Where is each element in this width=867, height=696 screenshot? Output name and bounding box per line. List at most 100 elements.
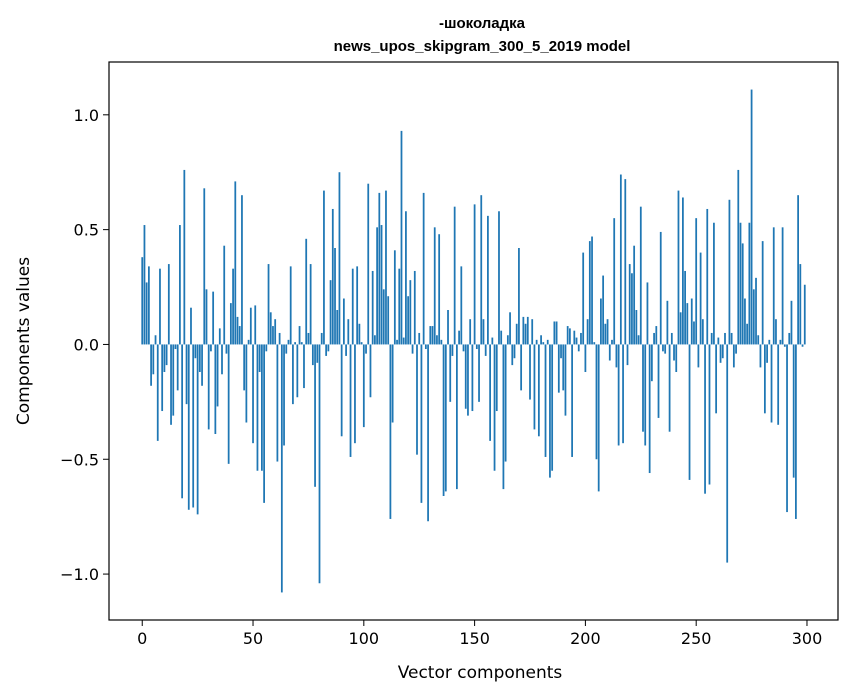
bar-217	[622, 344, 624, 444]
bar-63	[280, 344, 283, 593]
bar-57	[267, 264, 270, 345]
bar-252	[699, 252, 702, 345]
bar-257	[710, 332, 713, 345]
bar-276	[752, 289, 755, 345]
bar-212	[611, 339, 613, 345]
bar-215	[617, 344, 620, 446]
bar-247	[688, 344, 691, 480]
bar-80	[318, 344, 321, 584]
bar-245	[684, 270, 686, 345]
bar-232	[655, 326, 658, 345]
bar-20	[185, 344, 188, 405]
x-tick-label: 50	[243, 629, 263, 648]
y-tick-label: 0.5	[74, 221, 99, 240]
bar-219	[626, 344, 629, 366]
bar-279	[759, 344, 762, 368]
bar-213	[613, 218, 616, 345]
bar-108	[380, 225, 383, 345]
bar-140	[451, 344, 454, 356]
bar-182	[544, 344, 547, 457]
bar-64	[283, 344, 285, 446]
bar-231	[653, 332, 655, 345]
bar-111	[387, 296, 390, 345]
bar-159	[493, 344, 496, 471]
bar-280	[761, 241, 764, 345]
bar-41	[232, 268, 234, 345]
bar-100	[362, 344, 365, 428]
bar-13	[170, 344, 172, 425]
bar-12	[167, 264, 170, 345]
bar-60	[274, 319, 277, 345]
bar-194	[571, 344, 573, 457]
bar-35	[218, 328, 221, 345]
bar-99	[360, 342, 363, 345]
bar-214	[615, 344, 618, 368]
bar-169	[515, 323, 518, 345]
bar-188	[557, 344, 560, 393]
bar-239	[670, 332, 673, 345]
bar-2	[145, 282, 148, 345]
bar-155	[484, 344, 487, 356]
bar-243	[679, 312, 682, 345]
bar-195	[573, 330, 576, 345]
bar-266	[730, 332, 733, 345]
bar-186	[553, 321, 556, 345]
x-tick-label: 200	[570, 629, 601, 648]
bar-52	[256, 344, 259, 471]
bar-157	[489, 344, 491, 441]
bar-46	[243, 344, 246, 391]
bar-192	[566, 326, 569, 345]
bar-200	[584, 344, 587, 372]
bar-106	[376, 227, 378, 345]
bar-259	[715, 344, 718, 414]
bar-24	[194, 344, 197, 359]
bar-47	[245, 344, 248, 423]
bar-285	[772, 227, 775, 345]
bar-3	[148, 266, 150, 345]
bar-269	[737, 169, 740, 345]
bar-136	[442, 344, 445, 496]
bar-250	[695, 218, 698, 345]
x-axis-ticks: 0 50 100 150 200 250 300	[137, 620, 822, 648]
bar-124	[416, 344, 418, 455]
bar-199	[582, 252, 585, 345]
bar-90	[340, 344, 343, 437]
bar-110	[385, 190, 387, 345]
bar-197	[577, 344, 580, 352]
bar-277	[755, 277, 757, 345]
bar-45	[241, 195, 243, 345]
bar-67	[289, 266, 292, 345]
x-tick-label: 150	[459, 629, 490, 648]
bar-287	[777, 344, 780, 425]
bar-16	[176, 344, 179, 391]
bar-19	[183, 169, 186, 345]
bar-184	[549, 344, 551, 478]
bar-173	[524, 323, 527, 345]
bar-274	[748, 222, 751, 345]
bar-177	[533, 344, 536, 430]
bar-180	[540, 335, 542, 345]
bar-33	[214, 344, 217, 434]
bar-284	[770, 344, 773, 423]
bar-189	[560, 344, 562, 359]
bar-61	[276, 344, 279, 462]
bar-119	[405, 211, 407, 345]
bar-68	[292, 344, 294, 405]
bar-31	[210, 344, 212, 352]
bar-263	[724, 332, 726, 345]
bar-114	[393, 250, 396, 345]
bar-297	[799, 264, 802, 345]
bar-34	[216, 344, 219, 407]
bar-144	[460, 266, 463, 345]
bar-44	[238, 326, 241, 345]
bar-72	[300, 342, 303, 345]
bar-227	[644, 344, 647, 446]
bar-74	[305, 238, 308, 345]
bar-272	[744, 298, 746, 345]
bar-222	[633, 245, 636, 345]
bar-193	[569, 328, 571, 345]
bar-85	[329, 280, 332, 345]
x-tick-label: 100	[349, 629, 380, 648]
bar-299	[803, 284, 806, 345]
bar-202	[588, 241, 591, 345]
